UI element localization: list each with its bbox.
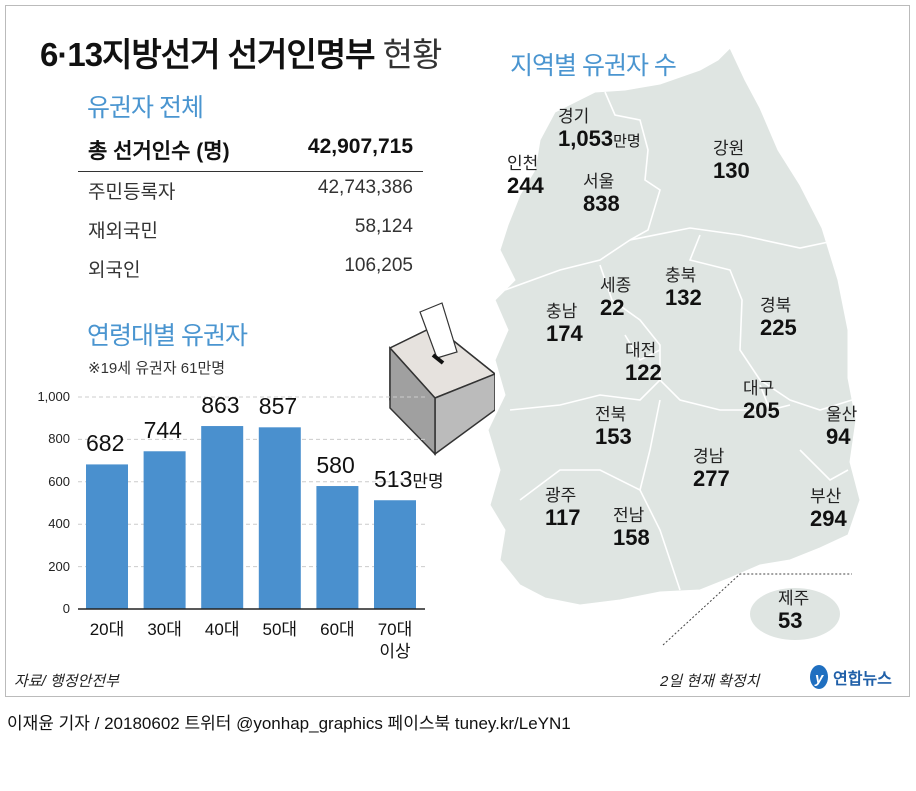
- region-label-13: 부산 294: [810, 487, 847, 531]
- region-label-8: 대전 122: [625, 341, 662, 385]
- y-tick-label: 800: [48, 431, 70, 447]
- bar-40대: [201, 426, 244, 609]
- region-label-3: 강원 130: [713, 139, 750, 183]
- yonhap-logo-icon: y: [810, 665, 828, 689]
- region-value: 22: [600, 294, 625, 320]
- region-value: 122: [625, 359, 662, 385]
- overseas-row: 재외국민 58,124: [88, 216, 413, 242]
- region-label-9: 대구 205: [743, 379, 780, 423]
- region-value: 117: [545, 504, 581, 530]
- region-name: 인천: [507, 154, 539, 173]
- korea-map: [487, 47, 861, 646]
- region-name: 세종: [600, 276, 632, 295]
- region-value: 1,053만명: [558, 125, 641, 151]
- credit-line: 이재윤 기자 / 20180602 트위터 @yonhap_graphics 페…: [7, 714, 571, 733]
- region-label-11: 전북 153: [595, 405, 632, 449]
- ballot-box-icon: [388, 302, 495, 456]
- region-name: 경기: [558, 107, 590, 126]
- region-name: 경북: [760, 296, 792, 315]
- region-label-7: 경북 225: [760, 296, 797, 340]
- category-label: 50대: [262, 620, 298, 639]
- foreigner-row: 외국인 106,205: [88, 255, 413, 281]
- category-label: 30대: [147, 620, 182, 639]
- region-label-10: 울산 94: [826, 405, 858, 449]
- total-row: 총 선거인수 (명) 42,907,715: [78, 135, 423, 172]
- resident-row: 주민등록자 42,743,386: [88, 177, 413, 203]
- bar-value-label: 580: [316, 452, 355, 479]
- region-label-6: 충남 174: [546, 302, 583, 346]
- region-value: 838: [583, 190, 620, 216]
- region-value: 294: [810, 505, 847, 531]
- category-label: 40대: [204, 620, 240, 639]
- region-value: 244: [507, 172, 544, 198]
- age-heading: 연령대별 유권자: [87, 322, 248, 350]
- bar-value-label: 744: [143, 417, 182, 444]
- region-value: 158: [613, 524, 650, 550]
- region-value: 53: [778, 607, 803, 633]
- region-label-0: 경기 1,053만명: [558, 107, 641, 151]
- bar-70대: [374, 500, 416, 609]
- region-name: 전북: [595, 405, 627, 424]
- page-title: 6·13지방선거 선거인명부 현황: [40, 36, 442, 73]
- age-note: ※19세 유권자 61만명: [88, 360, 226, 377]
- region-label-15: 전남 158: [613, 506, 650, 550]
- bar-value-label: 513만명: [374, 466, 444, 493]
- category-label: 20대: [89, 620, 125, 639]
- region-value: 277: [693, 465, 730, 491]
- bar-value-label: 863: [201, 392, 240, 419]
- region-name: 제주: [778, 589, 810, 608]
- region-value: 130: [713, 157, 750, 183]
- y-tick-label: 400: [48, 516, 70, 532]
- bar-50대: [258, 427, 301, 609]
- region-label-4: 세종 22: [600, 276, 632, 320]
- region-name: 울산: [826, 405, 858, 424]
- basis-note: 2일 현재 확정치: [660, 673, 760, 690]
- region-name: 충북: [665, 266, 697, 285]
- region-label-14: 광주 117: [545, 486, 581, 530]
- category-label: 70대 이상: [377, 620, 413, 662]
- map-heading: 지역별 유권자 수: [510, 52, 677, 80]
- y-tick-label: 1,000: [37, 389, 70, 404]
- region-name: 강원: [713, 139, 745, 158]
- region-label-5: 충북 132: [665, 266, 702, 310]
- region-value: 225: [760, 314, 797, 340]
- region-name: 부산: [810, 487, 842, 506]
- region-name: 전남: [613, 506, 645, 525]
- region-name: 경남: [693, 447, 725, 466]
- bar-20대: [86, 464, 128, 609]
- region-name: 서울: [583, 172, 615, 191]
- svg-text:y: y: [814, 670, 824, 687]
- category-label: 60대: [320, 620, 355, 639]
- region-label-1: 인천 244: [507, 154, 544, 198]
- y-tick-label: 200: [48, 558, 70, 574]
- infographic-frame: [5, 5, 910, 697]
- bar-30대: [143, 451, 186, 609]
- bar-value-label: 682: [86, 430, 125, 457]
- region-value: 132: [665, 284, 702, 310]
- region-label-2: 서울 838: [583, 172, 620, 216]
- region-name: 대전: [625, 341, 657, 360]
- bar-60대: [316, 486, 359, 609]
- region-value: 94: [826, 423, 851, 449]
- region-value: 174: [546, 320, 583, 346]
- region-label-12: 경남 277: [693, 447, 730, 491]
- region-label-16: 제주 53: [778, 589, 810, 633]
- y-tick-label: 0: [62, 601, 70, 616]
- region-value: 205: [743, 397, 780, 423]
- age-bar-chart: [78, 396, 425, 610]
- totals-heading: 유권자 전체: [87, 94, 204, 122]
- bar-value-label: 857: [258, 393, 298, 420]
- y-tick-label: 600: [48, 473, 70, 489]
- yonhap-logo: y 연합뉴스: [808, 664, 892, 690]
- region-value: 153: [595, 423, 632, 449]
- region-name: 광주: [545, 486, 577, 505]
- region-name: 충남: [546, 302, 578, 321]
- region-name: 대구: [743, 379, 775, 398]
- source-note: 자료/ 행정안전부: [14, 673, 119, 690]
